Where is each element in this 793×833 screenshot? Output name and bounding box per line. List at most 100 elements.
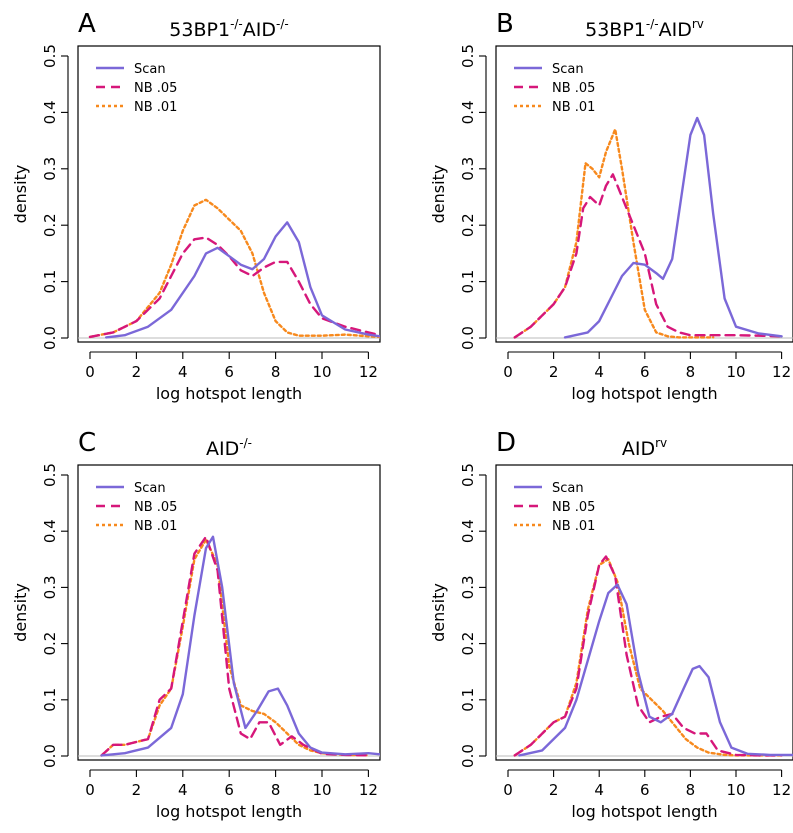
x-tick-label: 12	[359, 363, 378, 381]
y-tick-label: 0.3	[41, 575, 59, 599]
series-line-nb-01	[513, 128, 715, 339]
x-tick-label: 6	[640, 781, 650, 799]
y-tick-label: 0.2	[459, 632, 477, 656]
y-tick-label: 0.4	[459, 100, 477, 124]
x-tick-label: 4	[178, 781, 188, 799]
y-tick-label: 0.0	[459, 744, 477, 768]
y-tick-label: 0.2	[459, 213, 477, 237]
y-tick-label: 0.3	[41, 157, 59, 181]
data-lines	[513, 555, 793, 757]
y-tick-label: 0.1	[459, 270, 477, 294]
title-middle: AID	[243, 19, 276, 41]
title-main: AID	[206, 438, 239, 460]
x-axis-label: log hotspot length	[571, 384, 717, 403]
x-axis-label: log hotspot length	[156, 802, 302, 821]
y-tick-label: 0.0	[459, 326, 477, 350]
panel-a: 0 2 4 6 8 10 12 log hotspot length 0.0 0.1 0.2 0.3 0…	[11, 9, 381, 403]
title-main: AID	[622, 438, 655, 460]
legend: Scan NB .05 NB .01	[96, 62, 177, 115]
y-tick-label: 0.4	[41, 519, 59, 543]
y-axis-label: density	[11, 583, 30, 642]
title-superscript: -/-	[276, 17, 289, 31]
y-tick-label: 0.5	[459, 463, 477, 487]
legend-entry: Scan	[134, 62, 166, 77]
series-line-nb-05	[100, 535, 370, 757]
title-superscript: -/-	[239, 436, 252, 450]
x-axis-label: log hotspot length	[156, 384, 302, 403]
panel-title: AID-/-	[206, 436, 252, 460]
title-main: 53BP1	[169, 19, 230, 41]
x-tick-label: 4	[178, 363, 188, 381]
plot-frame	[77, 464, 381, 761]
y-tick-label: 0.3	[459, 157, 477, 181]
legend-entry: NB .01	[552, 100, 595, 115]
y-tick-label: 0.0	[41, 744, 59, 768]
x-tick-label: 2	[549, 781, 559, 799]
x-tick-label: 2	[132, 363, 142, 381]
x-tick-label: 6	[224, 363, 234, 381]
y-tick-label: 0.5	[41, 44, 59, 68]
x-tick-label: 0	[85, 781, 95, 799]
legend: Scan NB .05 NB .01	[514, 62, 595, 115]
data-lines	[88, 198, 380, 339]
title-main: 53BP1	[585, 19, 646, 41]
series-line-nb-05	[88, 236, 380, 339]
x-tick-label: 8	[686, 781, 696, 799]
y-axis-label: density	[429, 165, 448, 224]
legend: Scan NB .05 NB .01	[96, 481, 177, 534]
title-middle: AID	[659, 19, 692, 41]
y-axis-label: density	[11, 165, 30, 224]
plot-frame	[495, 464, 793, 761]
x-axis-label: log hotspot length	[571, 802, 717, 821]
x-tick-label: 10	[312, 781, 331, 799]
series-line-scan	[104, 221, 380, 339]
y-tick-label: 0.2	[41, 213, 59, 237]
legend-entry: Scan	[552, 62, 584, 77]
x-tick-label: 2	[132, 781, 142, 799]
x-tick-label: 12	[772, 781, 791, 799]
panel-b: 0 2 4 6 8 10 12 log hotspot length 0.0 0.1 0.2 0.3 0…	[429, 9, 793, 403]
legend-entry: NB .05	[552, 81, 595, 96]
title-superscript: rv	[655, 436, 667, 450]
x-tick-label: 8	[271, 781, 281, 799]
panel-c: 0 2 4 6 8 10 12 log hotspot length 0.0 0.1 0.2 0.3 0…	[11, 428, 381, 821]
legend-entry: Scan	[134, 481, 166, 496]
legend: Scan NB .05 NB .01	[514, 481, 595, 534]
y-tick-label: 0.5	[41, 463, 59, 487]
panel-letter: C	[78, 428, 96, 458]
series-line-scan	[563, 116, 783, 339]
legend-entry: NB .01	[134, 519, 177, 534]
panel-title: AIDrv	[622, 436, 667, 460]
series-line-scan	[100, 535, 380, 757]
x-tick-label: 2	[549, 363, 559, 381]
plot-frame	[77, 45, 381, 343]
series-line-nb-01	[88, 198, 380, 339]
panel-d: 0 2 4 6 8 10 12 log hotspot length 0.0 0.1 0.2 0.3 0…	[429, 428, 793, 821]
y-tick-label: 0.1	[41, 688, 59, 712]
x-tick-label: 10	[312, 363, 331, 381]
title-superscript: -/-	[230, 17, 243, 31]
x-tick-label: 6	[224, 781, 234, 799]
y-tick-label: 0.0	[41, 326, 59, 350]
y-tick-label: 0.1	[459, 688, 477, 712]
legend-entry: NB .05	[134, 500, 177, 515]
series-line-nb-01	[100, 538, 370, 757]
legend-entry: NB .01	[134, 100, 177, 115]
panel-title: 53BP1-/-AIDrv	[585, 17, 704, 41]
legend-entry: Scan	[552, 481, 584, 496]
x-tick-label: 4	[594, 363, 604, 381]
x-tick-label: 0	[503, 363, 513, 381]
x-tick-label: 12	[359, 781, 378, 799]
y-axis-label: density	[429, 583, 448, 642]
y-tick-label: 0.2	[41, 632, 59, 656]
x-tick-label: 10	[726, 781, 745, 799]
x-tick-label: 8	[271, 363, 281, 381]
x-tick-label: 10	[726, 363, 745, 381]
x-tick-label: 0	[503, 781, 513, 799]
panel-letter: D	[496, 428, 516, 458]
panel-letter: B	[496, 9, 514, 39]
panel-title: 53BP1-/-AID-/-	[169, 17, 288, 41]
series-line-nb-01	[513, 558, 783, 757]
title-superscript: -/-	[646, 17, 659, 31]
